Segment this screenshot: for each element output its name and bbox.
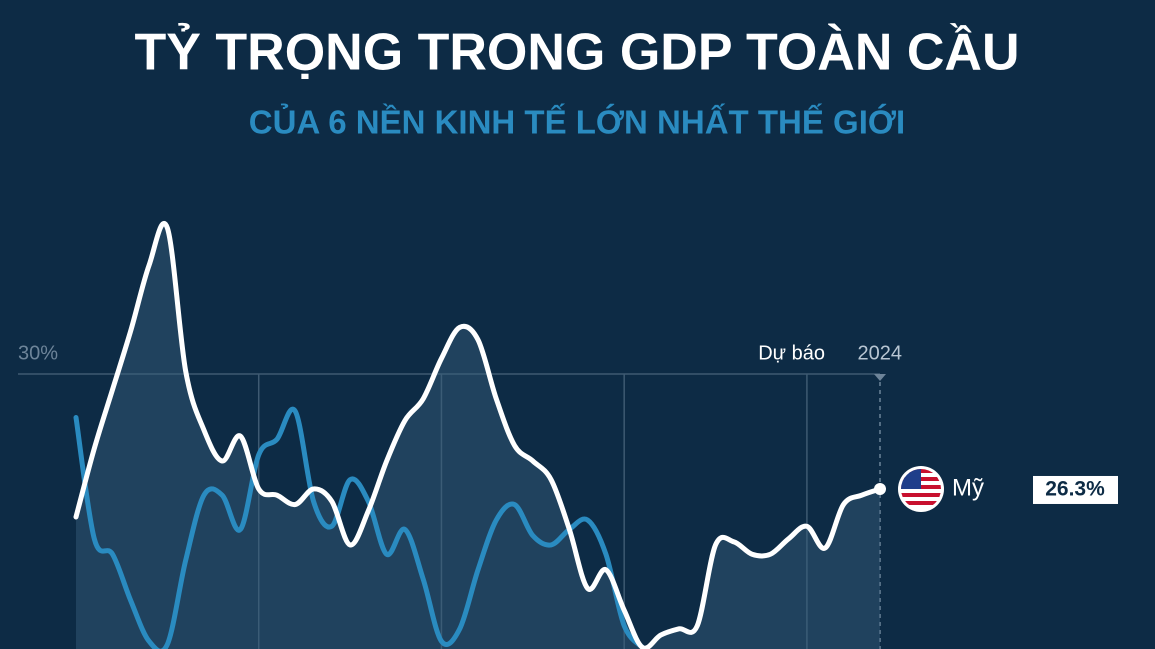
plot-area: 30% Dự báo 2024 (18, 221, 903, 649)
forecast-label: Dự báo (758, 342, 825, 364)
y-tick-label: 30% (18, 342, 58, 364)
forecast-year: 2024 (858, 342, 903, 364)
line (73, 406, 645, 649)
forecast-marker (874, 373, 886, 381)
value-label: 26.3% (1045, 478, 1105, 501)
legend-label: Mỹ (952, 474, 984, 501)
area (76, 223, 880, 649)
value-label-box (1033, 475, 1118, 504)
chart-subtitle: CỦA 6 NỀN KINH TẾ LỚN NHẤT THẾ GIỚI (249, 104, 905, 141)
end-point (874, 482, 886, 495)
line (73, 221, 883, 649)
us-flag (898, 466, 944, 512)
chart-title: TỶ TRỌNG TRONG GDP TOÀN CẦU (135, 23, 1020, 82)
